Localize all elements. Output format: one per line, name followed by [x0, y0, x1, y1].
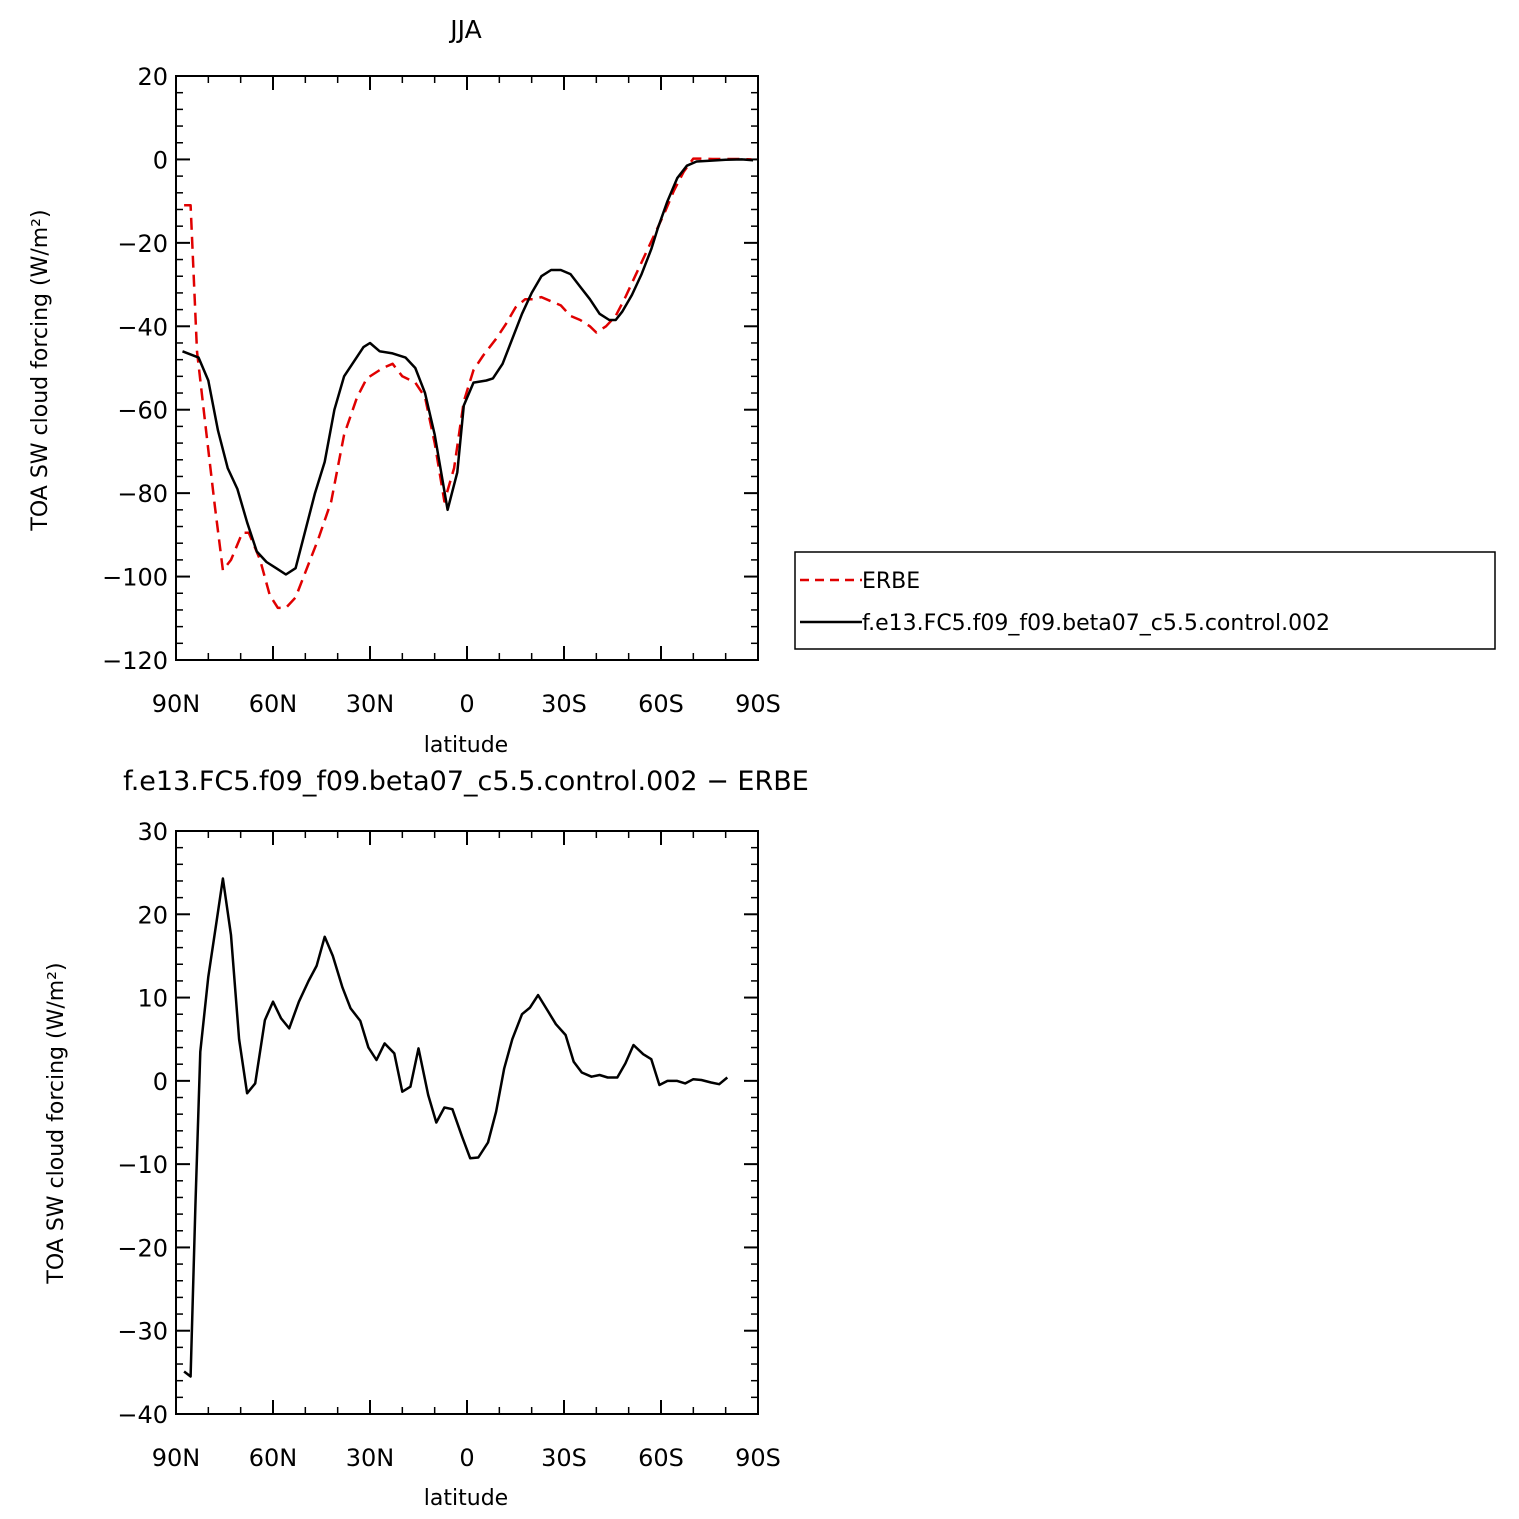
top-series-line-model: [182, 158, 754, 576]
top-ytick-label: −120: [102, 647, 168, 675]
legend-label-model: f.e13.FC5.f09_f09.beta07_c5.5.control.00…: [862, 611, 1330, 636]
top-xtick-label: 30S: [541, 690, 587, 718]
bottom-plot-frame: [175, 830, 759, 1415]
top-ytick-label: −80: [117, 480, 168, 508]
bottom-yaxis-label: TOA SW cloud forcing (W/m²): [44, 962, 69, 1284]
bottom-xtick-label: 90S: [735, 1444, 781, 1472]
bottom-ytick-label: −30: [117, 1318, 168, 1346]
bottom-xtick-label: 60S: [638, 1444, 684, 1472]
bottom-ytick-label: 0: [153, 1068, 168, 1096]
top-ytick-label: −20: [117, 230, 168, 258]
legend-label-erbe: ERBE: [862, 569, 920, 594]
bottom-panel: f.e13.FC5.f09_f09.beta07_c5.5.control.00…: [44, 766, 809, 1511]
top-xtick-label: 90S: [735, 690, 781, 718]
legend: ERBE f.e13.FC5.f09_f09.beta07_c5.5.contr…: [794, 551, 1496, 650]
bottom-ytick-label: 20: [137, 901, 168, 929]
top-yaxis-label: TOA SW cloud forcing (W/m²): [28, 209, 53, 531]
top-xtick-label: 60S: [638, 690, 684, 718]
bottom-xtick-label: 60N: [249, 1444, 298, 1472]
bottom-ytick-label: 10: [137, 985, 168, 1013]
bottom-xtick-label: 30S: [541, 1444, 587, 1472]
top-ytick-label: −40: [117, 313, 168, 341]
top-xtick-label: 0: [459, 690, 474, 718]
top-ytick-label: 0: [153, 146, 168, 174]
top-series-line-erbe: [184, 157, 752, 610]
bottom-ytick-label: −10: [117, 1151, 168, 1179]
bottom-xaxis-label: latitude: [424, 1486, 508, 1511]
top-ytick-label: 20: [137, 63, 168, 91]
bottom-xtick-label: 0: [459, 1444, 474, 1472]
top-xaxis-label: latitude: [424, 733, 508, 758]
top-xtick-label: 90N: [152, 690, 201, 718]
top-xtick-label: 30N: [346, 690, 395, 718]
top-panel: JJA 20 0 −20 −40 −60 −80 −100 −120 90N 60N 30N 0 30S…: [28, 15, 781, 758]
top-plot-area: 20 0 −20 −40 −60 −80 −100 −120 90N 60N 30N 0 30S 60S 9…: [102, 63, 781, 718]
bottom-ytick-label: −40: [117, 1401, 168, 1429]
bottom-plot-area: 30 20 10 0 −10 −20 −30 −40 90N 60N 30N 0 30S 60S 90S: [117, 818, 781, 1472]
bottom-series-line-difference: [183, 877, 729, 1378]
bottom-xtick-label: 30N: [346, 1444, 395, 1472]
top-ytick-label: −60: [117, 397, 168, 425]
top-ytick-label: −100: [102, 564, 168, 592]
bottom-xtick-label: 90N: [152, 1444, 201, 1472]
top-panel-title: JJA: [448, 15, 481, 44]
bottom-ytick-label: 30: [137, 818, 168, 846]
bottom-panel-title: f.e13.FC5.f09_f09.beta07_c5.5.control.00…: [123, 766, 809, 797]
bottom-ytick-label: −20: [117, 1234, 168, 1262]
legend-box: [794, 551, 1496, 650]
top-xtick-label: 60N: [249, 690, 298, 718]
